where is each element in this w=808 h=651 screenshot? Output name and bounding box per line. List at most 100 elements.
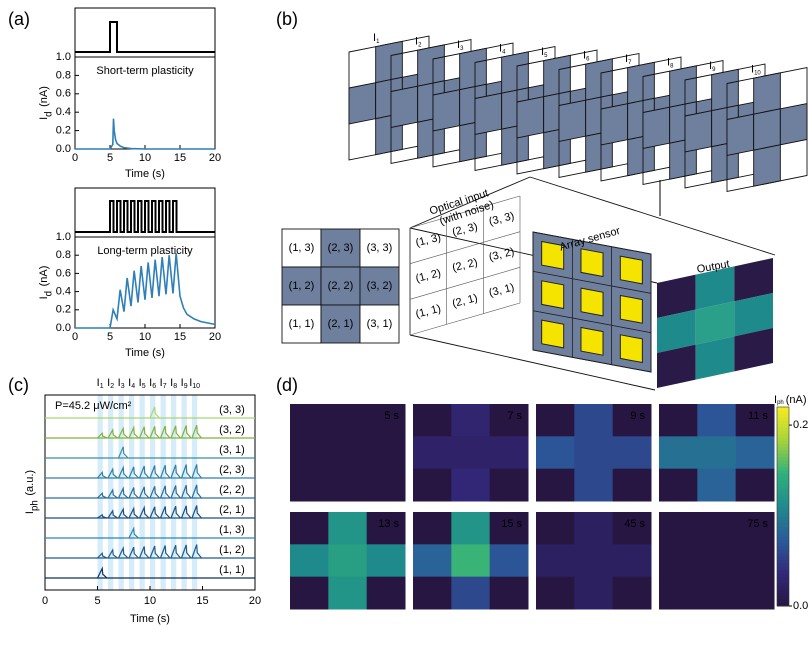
colorbar-segment: [777, 519, 789, 524]
axis-label: Id (nA): [38, 86, 54, 120]
heatmap-cell: [659, 544, 698, 578]
frame-symbol: I: [499, 42, 502, 54]
pulse-symbol: I: [149, 377, 152, 389]
heatmap-title: 9 s: [630, 410, 645, 422]
optical-grid-line: [409, 195, 521, 229]
heatmap-cell: [489, 544, 529, 578]
frame-sub: 10: [754, 70, 761, 76]
annotation: Short-term plasticity: [96, 65, 194, 77]
heatmap-cell: [366, 436, 406, 470]
colorbar-segment: [777, 489, 789, 494]
y-tick-label: 0.6: [56, 267, 71, 279]
colorbar-segment: [777, 576, 789, 580]
response-peak: [170, 485, 181, 499]
label-symbol: I: [38, 296, 50, 299]
response-peak: [170, 464, 181, 479]
panel-label: (b): [276, 9, 298, 29]
heatmap-cell: [612, 404, 652, 437]
frame-label: I2: [415, 35, 422, 48]
frame-cell: [711, 68, 739, 112]
response-peak: [170, 505, 181, 519]
response-peak: [191, 484, 202, 499]
label-sub: d: [43, 291, 54, 296]
frame-symbol: I: [667, 56, 670, 68]
y-tick-label: 0.4: [56, 286, 71, 298]
response-peak: [97, 491, 108, 499]
x-tick-label: 20: [209, 152, 221, 164]
legend-label: (3, 3): [219, 404, 245, 416]
response-peak: [170, 425, 181, 439]
heatmap-cell: [366, 404, 406, 437]
pulse-sub: 2: [110, 383, 114, 390]
heatmap-cell: [328, 576, 368, 610]
heatmap-cell: [451, 436, 491, 470]
pulse-label: I4: [128, 377, 135, 390]
heatmap-cell: [366, 576, 406, 610]
x-tick-label: 20: [249, 595, 261, 607]
optical-grid-line: [409, 302, 521, 336]
frame-sub: 3: [460, 46, 464, 52]
colorbar-segment: [777, 499, 789, 504]
output-cell: [695, 266, 735, 310]
response-peak: [180, 425, 192, 439]
response-peak: [107, 467, 118, 479]
y-tick-label: 0.0: [56, 143, 71, 155]
frame-sub: 8: [670, 63, 674, 69]
response-peak: [128, 546, 139, 559]
frame-cell: [432, 89, 461, 132]
response-peak: [149, 545, 160, 559]
response-peak: [107, 428, 118, 439]
heatmap-cell: [697, 468, 737, 502]
heatmap-cell: [697, 512, 737, 545]
heatmap-cell: [290, 404, 329, 437]
grid-cell-label: (1, 3): [289, 242, 315, 254]
y-tick-label: 0.8: [56, 249, 71, 261]
heatmap-cell: [574, 544, 614, 578]
heatmap-cell: [659, 468, 698, 502]
response-peak: [159, 425, 171, 439]
colorbar-segment: [777, 479, 789, 484]
heatmap-cell: [574, 576, 614, 610]
colorbar-segment: [777, 513, 789, 517]
heatmap-title: 45 s: [624, 518, 645, 530]
colorbar-segment: [777, 450, 789, 454]
label-unit: (a.u.): [24, 470, 36, 496]
heatmap-cell: [574, 468, 614, 502]
colorbar-segment: [777, 572, 789, 577]
legend-label: (1, 1): [219, 564, 245, 576]
heatmap-cell: [697, 436, 737, 470]
heatmap-cell: [735, 468, 775, 502]
x-axis-label: Time (s): [125, 168, 165, 180]
heatmap-cell: [574, 512, 614, 545]
pulse-stripe: [97, 395, 103, 590]
pulse-label: I5: [139, 377, 146, 390]
response-peak: [149, 406, 160, 419]
pulse-label: I2: [107, 377, 114, 390]
sensor-pixel: [619, 294, 643, 324]
heatmap-cell: [735, 544, 775, 578]
grid-cell: [281, 266, 322, 306]
heatmap-cell: [413, 576, 452, 610]
colorbar-segment: [777, 423, 789, 428]
response-peak: [117, 426, 129, 439]
colorbar-segment: [777, 602, 789, 607]
colorbar-segment: [777, 549, 789, 554]
pulse-sub: 7: [163, 383, 167, 390]
heatmap-cell: [451, 512, 491, 545]
response-peak: [149, 426, 160, 439]
sensor-pixel: [619, 255, 643, 285]
response-peak: [170, 544, 181, 559]
heatmap-cell: [290, 576, 329, 610]
x-tick-label: 5: [107, 331, 113, 343]
axis-label: Id (nA): [38, 266, 54, 300]
frame-sub: 4: [502, 49, 506, 55]
colorbar-segment: [777, 526, 789, 531]
label-sub: ph: [777, 400, 784, 406]
response-peak: [191, 464, 202, 479]
annotation: P=45.2 μW/cm²: [55, 400, 132, 412]
grid-cell: [320, 266, 361, 306]
frame-cell: [558, 99, 587, 143]
heatmap-cell: [659, 512, 698, 545]
heatmap-cell: [451, 576, 491, 610]
